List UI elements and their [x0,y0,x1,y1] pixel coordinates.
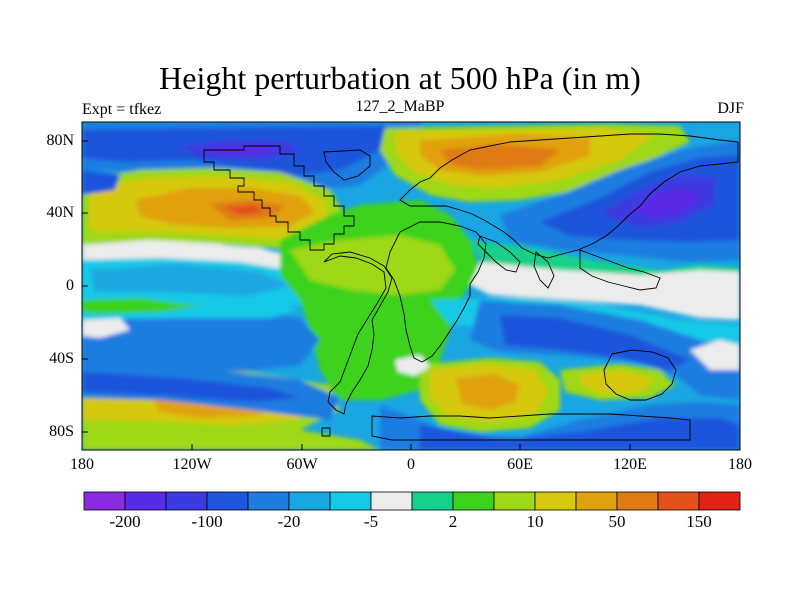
australia-outline [603,349,677,401]
colorbar-label-minus100: -100 [191,512,223,531]
lat-label-40n: 40N [46,204,74,221]
colorbar-label-2: 2 [448,512,458,531]
colorbar-label-minus20: -20 [277,512,301,531]
midlat-positive-west-peak [225,205,265,215]
southeast-asia-outline [579,249,661,291]
south-polar-core-east [420,418,740,450]
eurasia-outline [399,133,739,259]
southern-core-negative-east [500,315,690,370]
colorbar-swatch-8 [370,491,413,511]
greenland-outline [323,149,371,181]
colorbar-label-minus200: -200 [109,512,141,531]
arabia-india-outline [477,235,555,289]
central-lightgreen-region [290,235,455,295]
colorbar [83,491,741,511]
lon-label-0: 0 [407,456,415,473]
colorbar-swatch-13 [575,491,618,511]
tropical-neutral-east [470,262,740,320]
colorbar-swatch-10 [452,491,495,511]
colorbar-swatch-7 [329,491,372,511]
season-label: DJF [717,100,744,117]
neutral-patch-equatorial-west [82,240,250,258]
colorbar-swatch-16 [698,491,741,511]
lon-label-180e: 180 [728,456,752,473]
colorbar-swatch-5 [247,491,290,511]
colorbar-swatch-6 [288,491,331,511]
south-america-outline [323,251,393,415]
southern-neutral-patch-west [82,318,130,338]
antarctic-negative-core [82,372,300,402]
antarctica-outline [371,413,691,441]
colorbar-label-50: 50 [608,512,626,531]
coastlines [203,133,739,441]
lon-label-60w: 60W [286,456,318,473]
southern-yellow-indian-east [580,370,655,394]
arctic-negative-peak-inner [205,144,280,155]
tropical-cyan-inner-west [90,264,290,296]
southern-midlat-negative-west [82,308,320,372]
lat-label-40s: 40S [49,350,74,367]
neutral-patch-atlantic [395,355,430,376]
colorbar-swatch-4 [206,491,249,511]
colorbar-swatch-14 [616,491,659,511]
colorbar-swatch-15 [657,491,700,511]
colorbar-swatch-9 [411,491,454,511]
experiment-label: Expt = tfkez [82,101,162,118]
colorbar-swatch-1 [83,491,126,511]
lon-label-60e: 60E [507,456,533,473]
neutral-patch-east-sh [690,340,740,370]
north-america-outline [203,145,355,251]
pacific-negative-west-edge [82,170,120,195]
colorbar-label-10: 10 [526,512,544,531]
height-perturbation-field [82,122,740,450]
small-island-outline [321,427,331,437]
run-label: 127_2_MaBP [355,98,445,115]
lat-label-0: 0 [66,277,74,294]
lon-label-180w: 180 [70,456,94,473]
colorbar-swatch-3 [165,491,208,511]
tick-marks [81,140,741,450]
colorbar-label-150: 150 [686,512,712,531]
colorbar-swatch-2 [124,491,167,511]
southern-orange-atlantic-indian [455,374,520,410]
lat-label-80n: 80N [46,132,74,149]
plot-title: Height perturbation at 500 hPa (in m) [159,60,641,96]
lon-label-120e: 120E [613,456,647,473]
pacific-negative-peak-inner [630,188,700,218]
lon-label-120w: 120W [172,456,212,473]
colorbar-swatch-12 [534,491,577,511]
lat-label-80s: 80S [49,423,74,440]
africa-outline [385,221,487,363]
colorbar-swatch-11 [493,491,536,511]
southern-green-band-west [82,298,200,314]
colorbar-label-minus5: -5 [363,512,379,531]
polar-positive-bottom-west [82,420,380,450]
